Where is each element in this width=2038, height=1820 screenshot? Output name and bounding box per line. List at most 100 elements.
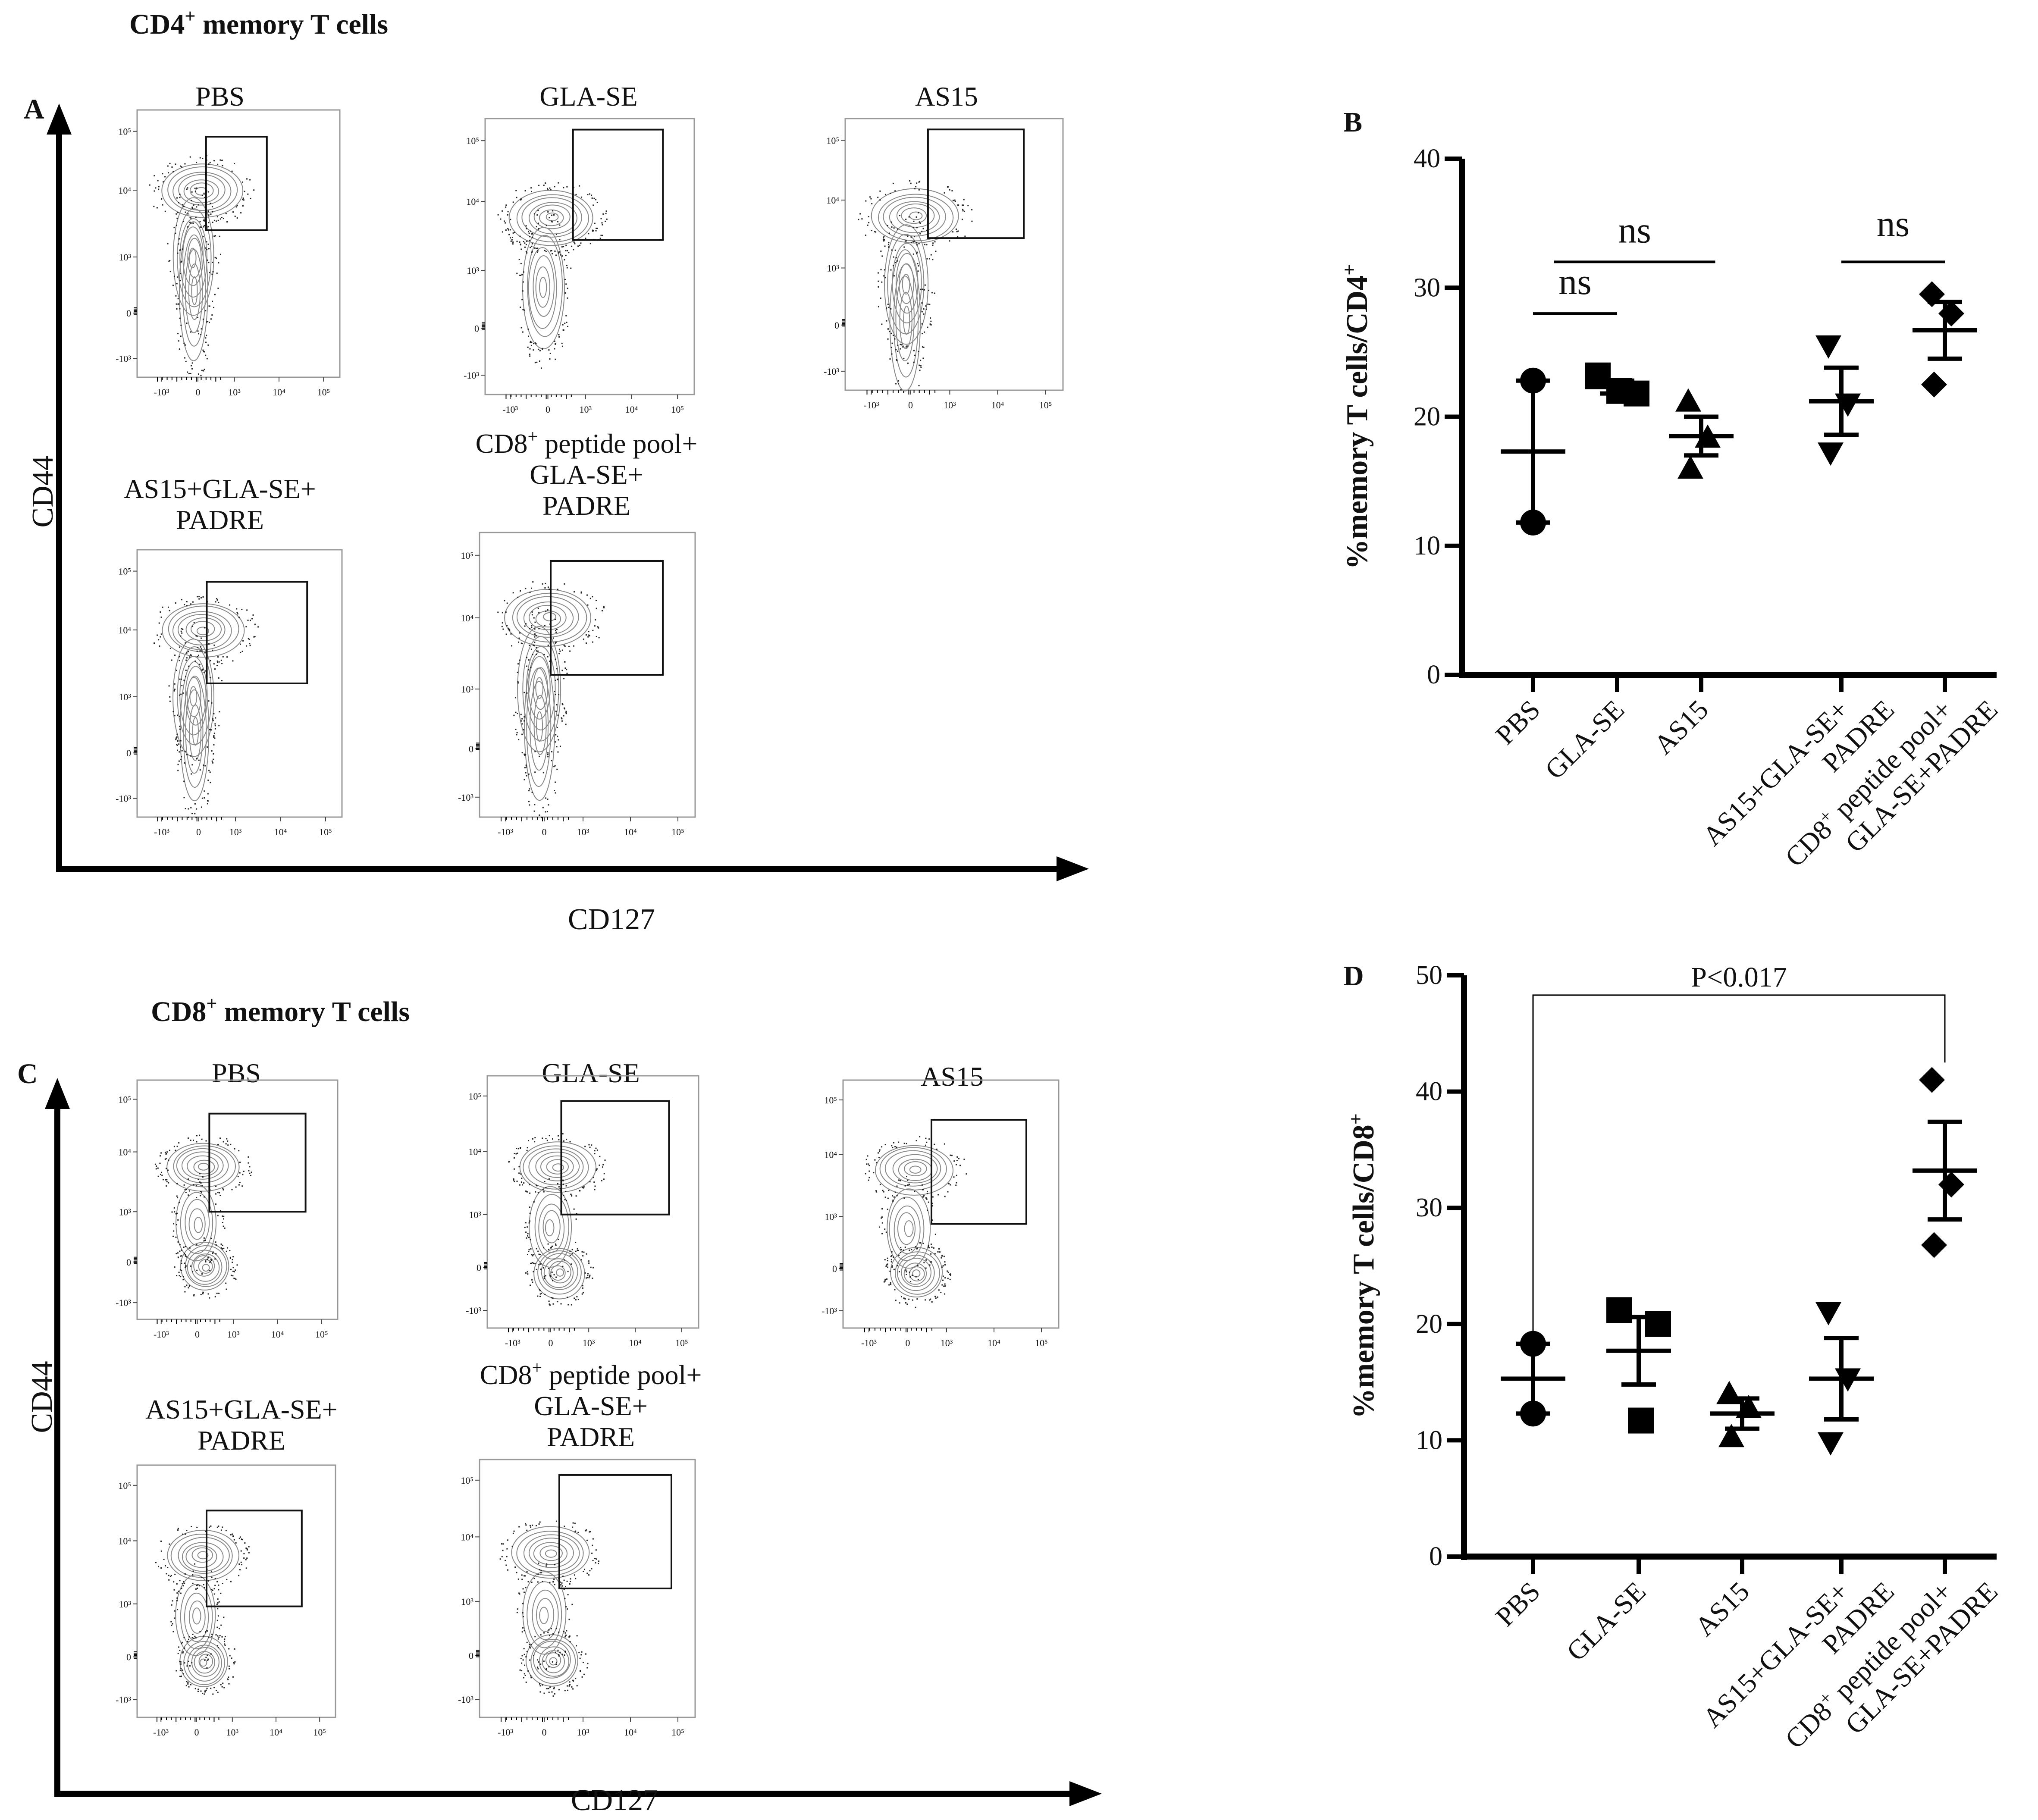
flow-dot	[206, 1667, 208, 1669]
flow-dot	[561, 717, 562, 719]
flow-dot	[574, 1522, 576, 1524]
flow-dot	[922, 333, 923, 335]
flow-dot	[908, 1184, 910, 1185]
flow-dot	[528, 790, 530, 792]
flow-plot-frame	[484, 118, 695, 395]
flow-dot	[228, 1648, 230, 1650]
flow-dot	[197, 1584, 199, 1586]
flow-dot	[155, 1562, 157, 1563]
flow-dot	[216, 660, 218, 662]
flow-dot	[175, 602, 176, 604]
flow-dot	[232, 1676, 234, 1678]
flow-contour	[191, 1647, 219, 1677]
flow-dot	[200, 1182, 202, 1184]
flow-dot	[227, 1247, 229, 1249]
flow-dot	[930, 317, 931, 319]
flow-dot	[520, 714, 522, 715]
flow-x-tick-label: 10⁴	[629, 1338, 642, 1348]
flow-dot	[943, 1285, 945, 1287]
flow-dot	[585, 1653, 586, 1655]
flow-dot	[905, 219, 907, 220]
flow-dot	[910, 182, 912, 184]
flow-dot	[247, 193, 249, 195]
flow-dot	[591, 197, 593, 199]
data-point-diamond	[1938, 301, 1964, 327]
flow-dot	[890, 221, 892, 223]
flow-contour	[525, 1634, 578, 1687]
flow-dot	[529, 1525, 531, 1526]
flow-dot	[906, 345, 908, 347]
flow-dot	[156, 207, 158, 209]
flow-dot	[231, 1189, 233, 1190]
flow-dot	[555, 711, 557, 712]
flow-dot	[601, 610, 603, 611]
flow-contour	[178, 174, 226, 206]
flow-dot	[926, 1198, 928, 1200]
flow-dot	[164, 210, 166, 212]
flow-dot	[564, 1199, 566, 1200]
flow-dot	[232, 1256, 234, 1258]
flow-dot	[531, 243, 533, 244]
flow-dot	[213, 744, 215, 746]
flow-dot	[890, 1261, 892, 1262]
flow-dot	[572, 1526, 574, 1528]
flow-dot	[185, 1189, 187, 1190]
flow-y-tick-label: 10⁵	[118, 566, 131, 577]
flow-contour	[884, 224, 929, 345]
flow-dot	[181, 599, 182, 601]
flow-dot	[894, 1191, 896, 1193]
flow-contour	[890, 1247, 943, 1298]
data-point-diamond	[1919, 1067, 1945, 1093]
flow-dot	[534, 628, 536, 630]
flow-dot	[929, 323, 931, 325]
flow-dot	[185, 1266, 187, 1267]
flow-dot	[164, 1159, 166, 1160]
flow-dot	[572, 1688, 574, 1690]
panel-letter-d: D	[1343, 960, 1364, 992]
flow-dot	[555, 642, 557, 643]
flow-dot	[521, 1662, 523, 1664]
flow-dot	[572, 1680, 574, 1682]
flow-dots	[155, 1525, 250, 1695]
flow-dot	[884, 1280, 886, 1282]
flow-dot	[559, 1581, 561, 1583]
flow-dot	[513, 1179, 514, 1181]
flow-dot	[964, 235, 966, 237]
flow-dot	[183, 1184, 185, 1186]
flow-dot	[895, 257, 897, 259]
flow-dot	[921, 311, 923, 313]
flow-dot	[885, 1231, 887, 1233]
flow-dot	[530, 1239, 531, 1240]
flow-dot	[537, 210, 539, 211]
flow-dot	[204, 765, 206, 767]
flow-dot	[213, 160, 215, 162]
flow-dot	[564, 708, 565, 710]
flow-dot	[526, 657, 528, 658]
flow-dot	[507, 214, 508, 216]
flow-dot	[257, 626, 259, 628]
flow-dot	[956, 1175, 957, 1176]
flow-dot	[178, 1590, 179, 1592]
flow-dot	[206, 249, 208, 251]
flow-dot	[505, 1560, 506, 1561]
flow-dot	[521, 1178, 523, 1179]
flow-dot	[230, 1275, 232, 1276]
flow-contour	[533, 255, 555, 317]
flow-contour	[546, 1159, 569, 1175]
flow-dot	[599, 1164, 600, 1166]
flow-dot	[532, 1262, 533, 1264]
flow-dot	[971, 209, 973, 210]
flow-dot	[571, 1686, 573, 1688]
flow-dot	[538, 228, 539, 230]
flow-dot	[602, 1166, 603, 1168]
chart-y-tick-label: 20	[1416, 1309, 1442, 1339]
flow-dot	[191, 362, 193, 364]
flow-dot	[922, 1243, 924, 1244]
flow-dot	[890, 269, 892, 271]
flow-dot	[564, 292, 566, 294]
flow-dot	[906, 1176, 908, 1178]
flow-dot	[893, 1269, 895, 1270]
flow-contour	[912, 1269, 921, 1278]
flow-dot	[516, 197, 517, 198]
flow-dot	[204, 1693, 205, 1695]
